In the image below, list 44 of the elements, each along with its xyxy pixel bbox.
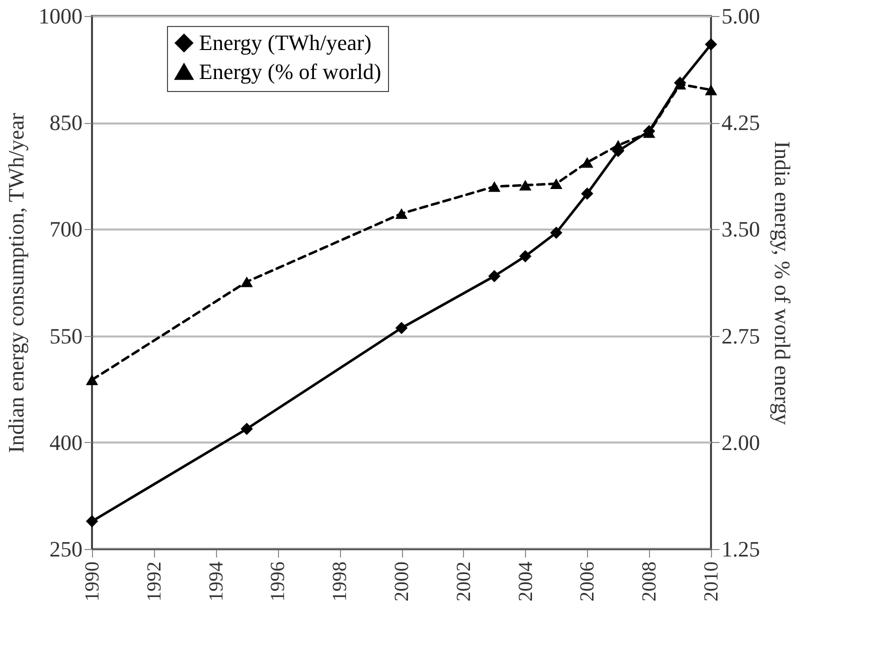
y-tick-label: 250	[50, 536, 82, 562]
y-tick-label: 550	[50, 323, 82, 348]
x-tick-label: 1998	[329, 562, 352, 602]
point	[704, 84, 718, 96]
y-tick-label: 850	[50, 110, 82, 136]
x-tick-label: 2000	[391, 562, 413, 602]
y2-tick-label: 5.00	[722, 4, 760, 28]
point	[519, 250, 532, 262]
point	[395, 208, 408, 219]
y-tick-label: 400	[50, 430, 82, 455]
x-tick-label: 2002	[452, 562, 475, 602]
y2-tick-label: 4.25	[722, 110, 760, 136]
point	[612, 140, 624, 151]
x-tick-label: 1990	[82, 562, 104, 602]
point	[488, 270, 500, 282]
point	[550, 178, 562, 190]
x-tick-label: 2004	[514, 562, 537, 602]
x-tick-label: 1996	[267, 562, 290, 602]
point	[519, 180, 532, 190]
y2-tick-label: 1.25	[722, 536, 760, 562]
y2-tick-label: 3.50	[722, 216, 760, 242]
point	[704, 38, 718, 51]
y-axis-title: Indian energy consumption, TWh/year	[4, 112, 28, 454]
y-tick-label: 700	[50, 216, 82, 242]
y2-axis-title: India energy, % of world energy	[770, 141, 795, 425]
point	[581, 188, 594, 200]
x-tick-label: 2006	[576, 562, 599, 602]
point	[581, 157, 594, 168]
point	[240, 422, 253, 436]
point	[86, 515, 98, 528]
x-tick-label: 1992	[143, 562, 166, 602]
y2-tick-label: 2.00	[722, 430, 760, 455]
x-tick-label: 2008	[638, 562, 661, 602]
point	[550, 226, 562, 239]
legend-label: Energy (TWh/year)	[199, 30, 372, 55]
point	[488, 181, 500, 192]
legend-label: Energy (% of world)	[199, 59, 382, 84]
point	[240, 276, 253, 288]
point	[395, 322, 408, 334]
y-tick-label: 1000	[38, 4, 82, 28]
x-tick-label: 2010	[700, 562, 722, 602]
point	[86, 374, 98, 386]
y2-tick-label: 2.75	[722, 323, 760, 348]
x-tick-label: 1994	[205, 562, 228, 602]
